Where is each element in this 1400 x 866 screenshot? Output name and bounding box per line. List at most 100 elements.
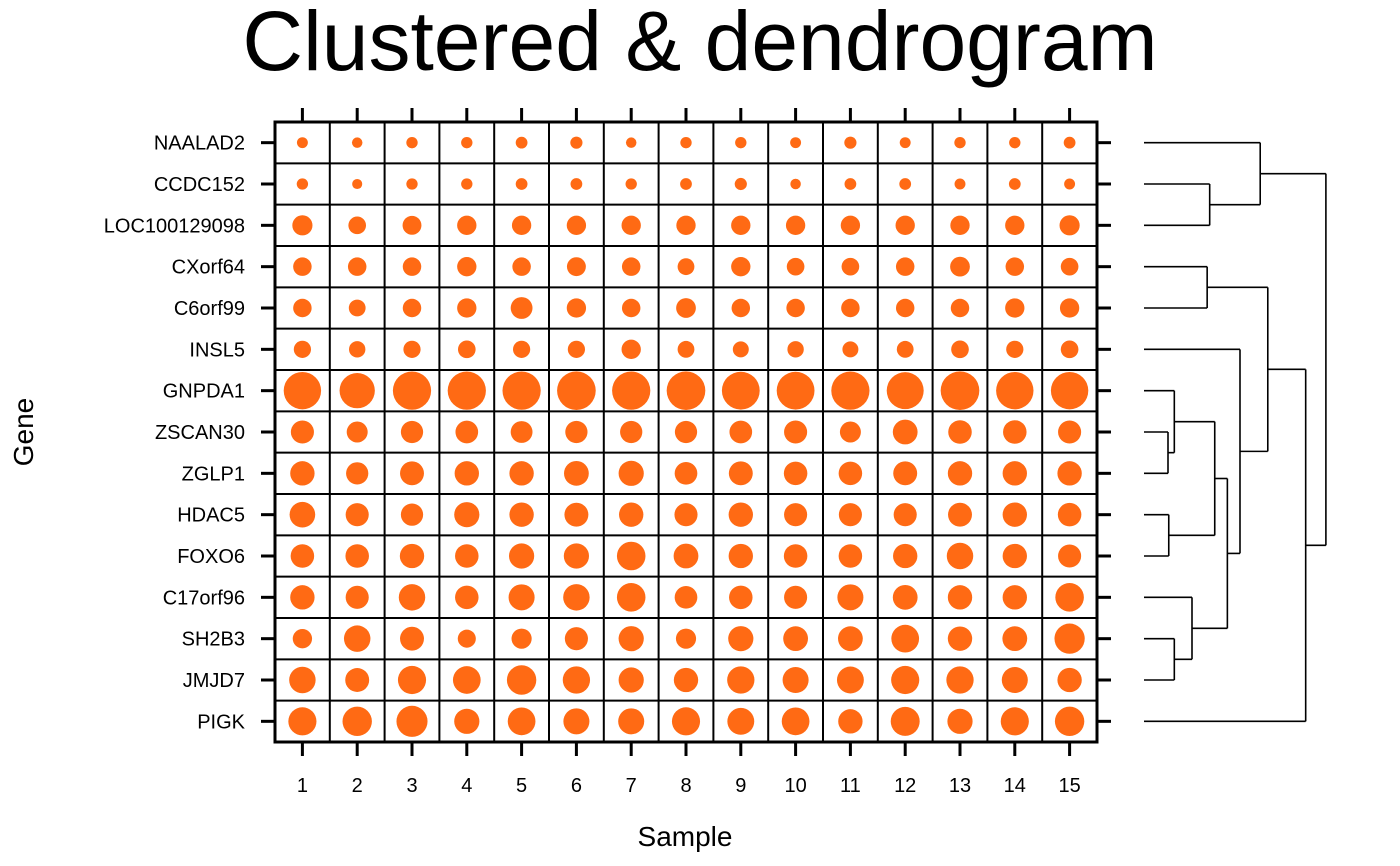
bubble-HDAC5-3 — [400, 503, 424, 526]
bubble-NAALAD2-8 — [680, 136, 692, 149]
bubble-JMJD7-11 — [836, 666, 864, 694]
bubble-NAALAD2-14 — [1009, 136, 1021, 149]
y-tick-label: NAALAD2 — [154, 133, 245, 155]
bubble-NAALAD2-9 — [735, 136, 747, 149]
bubble-C6orf99-5 — [510, 297, 533, 319]
y-tick-label: GNPDA1 — [163, 381, 245, 403]
bubble-GNPDA1-4 — [447, 371, 486, 410]
bubble-CCDC152-2 — [352, 178, 363, 190]
bubble-C17orf96-6 — [563, 584, 590, 611]
bubble-SH2B3-6 — [564, 627, 588, 651]
bubble-INSL5-14 — [1006, 340, 1024, 358]
bubble-LOC100129098-6 — [566, 215, 587, 235]
bubble-ZGLP1-5 — [509, 461, 534, 486]
bubble-HDAC5-13 — [948, 502, 972, 527]
bubble-PIGK-12 — [890, 706, 920, 736]
bubble-FOXO6-1 — [290, 544, 315, 568]
bubble-CXorf64-4 — [457, 257, 477, 277]
bubble-ZGLP1-9 — [728, 461, 753, 486]
bubble-C17orf96-13 — [947, 585, 973, 610]
x-tick-label: 1 — [297, 775, 308, 797]
bubble-CXorf64-13 — [950, 256, 970, 277]
x-tick-label: 4 — [461, 775, 472, 797]
bubble-FOXO6-9 — [728, 543, 753, 569]
bubble-JMJD7-9 — [727, 666, 755, 694]
bubble-CCDC152-9 — [734, 177, 747, 191]
bubble-ZSCAN30-2 — [346, 421, 368, 443]
bubble-C6orf99-10 — [786, 298, 805, 318]
bubble-JMJD7-10 — [782, 666, 809, 694]
bubble-ZSCAN30-7 — [620, 420, 643, 444]
bubble-C6orf99-4 — [457, 298, 477, 318]
bubble-CCDC152-11 — [844, 178, 857, 190]
bubble-GNPDA1-12 — [886, 372, 924, 410]
bubble-INSL5-11 — [842, 341, 859, 358]
bubble-NAALAD2-6 — [570, 136, 583, 149]
bubble-FOXO6-8 — [673, 543, 699, 569]
bubble-FOXO6-13 — [946, 542, 974, 570]
bubble-PIGK-4 — [454, 708, 480, 734]
bubble-JMJD7-14 — [1001, 666, 1028, 694]
bubble-C6orf99-2 — [348, 299, 366, 317]
bubble-ZSCAN30-9 — [729, 420, 753, 444]
bubble-JMJD7-7 — [618, 667, 644, 693]
bubble-GNPDA1-2 — [339, 373, 375, 409]
bubble-C6orf99-15 — [1059, 298, 1080, 318]
bubble-C6orf99-1 — [293, 298, 312, 318]
bubble-ZSCAN30-1 — [290, 420, 314, 444]
bubble-GNPDA1-10 — [776, 371, 815, 410]
x-tick-label: 3 — [406, 775, 417, 797]
bubble-SH2B3-2 — [343, 625, 371, 652]
bubble-NAALAD2-12 — [899, 137, 911, 149]
y-tick-label: C17orf96 — [163, 587, 245, 609]
bubble-CXorf64-14 — [1005, 257, 1025, 276]
bubble-ZGLP1-4 — [454, 461, 479, 486]
bubble-ZSCAN30-12 — [892, 419, 918, 445]
bubble-CCDC152-10 — [790, 178, 801, 190]
bubble-ZGLP1-11 — [838, 461, 863, 486]
x-axis: 1 2 3 4 5 6 7 8 9 10 11 12 13 14 15 — [297, 108, 1081, 797]
bubble-CCDC152-7 — [625, 178, 637, 190]
bubble-PIGK-2 — [342, 706, 372, 737]
bubble-LOC100129098-12 — [895, 215, 915, 235]
bubble-FOXO6-15 — [1058, 544, 1082, 568]
bubble-JMJD7-4 — [452, 666, 481, 694]
bubble-LOC100129098-14 — [1005, 215, 1025, 235]
bubble-NAALAD2-1 — [296, 137, 308, 149]
x-tick-label: 6 — [571, 775, 582, 797]
bubble-LOC100129098-11 — [840, 215, 861, 235]
bubble-layer — [283, 136, 1089, 737]
bubble-HDAC5-8 — [674, 503, 698, 527]
bubble-PIGK-14 — [1000, 707, 1029, 736]
bubble-PIGK-8 — [671, 707, 701, 736]
bubble-SH2B3-10 — [783, 626, 808, 652]
bubble-CCDC152-13 — [954, 178, 966, 190]
bubble-INSL5-12 — [896, 340, 914, 358]
bubble-JMJD7-6 — [562, 666, 591, 694]
bubble-SH2B3-12 — [891, 624, 920, 653]
bubble-LOC100129098-8 — [676, 215, 696, 235]
bubble-LOC100129098-7 — [621, 215, 641, 235]
bubble-C17orf96-14 — [1002, 585, 1027, 610]
bubble-FOXO6-7 — [616, 541, 646, 571]
bubble-ZSCAN30-5 — [510, 421, 533, 443]
bubble-CXorf64-3 — [402, 257, 422, 276]
bubble-C17orf96-3 — [398, 584, 426, 611]
bubble-LOC100129098-4 — [457, 215, 477, 235]
bubble-NAALAD2-5 — [515, 136, 528, 149]
bubble-C6orf99-13 — [950, 298, 970, 318]
bubble-ZGLP1-14 — [1002, 461, 1027, 486]
bubble-LOC100129098-3 — [402, 215, 422, 235]
bubble-CCDC152-3 — [406, 178, 418, 190]
bubble-C17orf96-10 — [784, 585, 808, 609]
y-tick-label: SH2B3 — [182, 629, 245, 651]
bubble-GNPDA1-3 — [392, 371, 432, 410]
bubble-C17orf96-15 — [1055, 583, 1084, 612]
y-tick-label: PIGK — [197, 711, 245, 733]
bubble-C6orf99-9 — [731, 298, 751, 318]
bubble-CXorf64-10 — [786, 257, 805, 276]
bubble-ZGLP1-6 — [564, 460, 589, 486]
x-tick-label: 5 — [516, 775, 527, 797]
bubble-CCDC152-1 — [296, 178, 309, 190]
